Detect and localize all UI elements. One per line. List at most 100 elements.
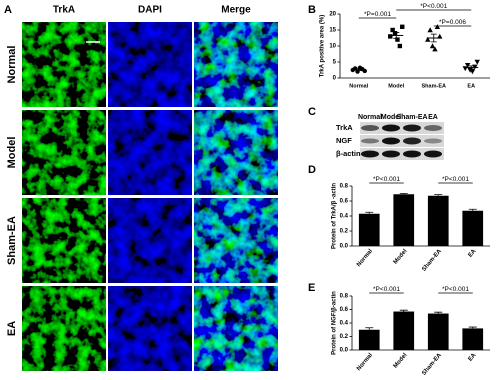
data-point <box>432 46 438 52</box>
micrograph <box>108 110 192 195</box>
bar <box>427 195 449 246</box>
y-tick-label: 0.8 <box>340 184 349 190</box>
y-tick-label: 0.2 <box>340 334 349 340</box>
blot-strip <box>360 135 444 147</box>
significance-label: *P<0.001 <box>373 286 400 293</box>
panel-label: C <box>308 106 316 118</box>
error-bar <box>434 194 443 196</box>
significance-label: *P<0.001 <box>442 176 469 183</box>
bar <box>393 194 415 246</box>
y-tick-label: 15 <box>329 28 336 34</box>
data-point <box>388 34 393 39</box>
error-bar <box>365 327 374 330</box>
data-point <box>469 69 476 75</box>
y-tick-label: 0.2 <box>340 229 349 235</box>
x-tick-label: Sham-EA <box>422 83 446 89</box>
error-bar <box>399 193 408 195</box>
y-axis-label: Protein of NGF/β-actin <box>332 291 338 355</box>
error-bar <box>468 65 475 70</box>
bar <box>427 313 449 350</box>
significance-label: *P<0.001 <box>442 286 469 293</box>
blot-band <box>424 138 442 144</box>
significance-label: *P=0.001 <box>364 11 391 18</box>
data-point <box>427 27 433 33</box>
x-tick-label: Normal <box>356 248 374 268</box>
micrograph <box>108 22 192 107</box>
y-tick-label: 0.4 <box>340 321 349 327</box>
bar <box>358 213 380 246</box>
error-bar <box>430 33 437 43</box>
data-point <box>400 24 405 29</box>
y-tick-label: 0.8 <box>340 294 349 300</box>
x-tick-label: Model <box>388 83 404 89</box>
panel-label: B <box>308 4 316 16</box>
micrograph <box>22 286 106 371</box>
blot-band <box>403 150 421 158</box>
blot-strip <box>360 148 444 160</box>
x-tick-label: EA <box>467 83 475 89</box>
blot-band <box>361 138 379 144</box>
error-bar <box>399 309 408 312</box>
data-point <box>434 24 441 29</box>
blot-band <box>424 125 442 131</box>
y-axis-label: TrkA positive area (%) <box>320 15 326 77</box>
data-point <box>425 36 431 42</box>
data-point <box>437 33 443 39</box>
error-bar <box>393 32 400 39</box>
x-tick-label: Sham-EA <box>421 248 443 273</box>
data-point <box>392 31 398 36</box>
row-label: Sham-EA <box>6 216 18 265</box>
blot-band <box>361 125 379 131</box>
x-tick-label: Normal <box>349 83 368 89</box>
micrograph <box>108 198 192 283</box>
bar <box>462 328 484 350</box>
blot-band <box>382 124 400 132</box>
data-point <box>474 59 480 65</box>
micrograph <box>194 198 278 283</box>
blot-band <box>403 124 421 132</box>
x-tick-label: Model <box>393 352 409 369</box>
x-tick-label: Model <box>393 248 409 265</box>
error-bar <box>434 311 443 314</box>
significance-label: *P<0.001 <box>373 176 400 183</box>
bar <box>462 210 484 246</box>
x-tick-label: EA <box>468 352 478 363</box>
error-bar <box>468 326 477 329</box>
significance-label: *P<0.001 <box>420 3 447 10</box>
y-tick-label: 0.4 <box>340 214 349 220</box>
y-tick-label: 5 <box>333 60 337 66</box>
blot-band <box>382 137 400 145</box>
protein-label: TrkA <box>336 123 353 132</box>
micrograph <box>22 22 106 107</box>
data-point <box>390 27 395 33</box>
lane-label: EA <box>428 114 438 121</box>
column-header: TrkA <box>53 5 75 16</box>
error-bar <box>365 211 374 214</box>
blot-band <box>361 150 379 158</box>
bar <box>358 329 380 350</box>
blot-band <box>382 150 400 158</box>
data-point <box>464 63 471 68</box>
panel-label: E <box>308 282 315 294</box>
bar <box>393 311 415 350</box>
panel-label: D <box>308 164 316 176</box>
protein-label: β-actin <box>336 149 361 158</box>
error-bar <box>355 68 362 72</box>
lane-label: Normal <box>358 114 382 121</box>
y-tick-label: 10 <box>329 44 336 50</box>
y-tick-label: 0 <box>333 76 337 82</box>
blot-strip <box>360 122 444 134</box>
lane-label: Model <box>381 114 401 121</box>
column-header: Merge <box>221 5 251 16</box>
micrograph <box>22 110 106 195</box>
error-bar <box>468 208 477 211</box>
y-tick-label: 0.6 <box>340 307 349 313</box>
lane-label: Sham-EA <box>396 114 427 121</box>
x-tick-label: EA <box>468 248 478 259</box>
data-point <box>395 37 400 42</box>
y-axis-label: Protein of TrkA/β -actin <box>332 183 338 249</box>
row-label: Model <box>6 137 18 169</box>
row-label: EA <box>6 321 18 336</box>
